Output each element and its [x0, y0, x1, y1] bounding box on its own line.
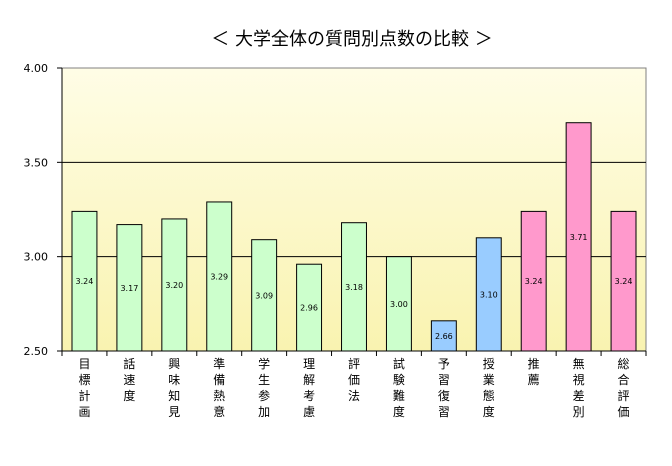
- data-label: 3.24: [615, 277, 633, 286]
- x-tick-label: 授業態度: [483, 356, 495, 419]
- chart-title: ＜ 大学全体の質問別点数の比較 ＞: [211, 29, 492, 50]
- x-tick-label: 準備熱意: [213, 356, 225, 419]
- data-label: 3.10: [480, 290, 498, 299]
- x-tick-label: 試験難度: [393, 356, 405, 419]
- bar: [475, 237, 502, 352]
- data-label: 3.00: [390, 300, 408, 309]
- data-label: 3.29: [210, 272, 228, 281]
- x-tick-label: 目標計画: [78, 357, 90, 419]
- bar: [161, 218, 188, 352]
- x-tick-label: 学生参加: [258, 356, 270, 419]
- x-tick-label: 総合評価: [618, 357, 630, 419]
- bar: [520, 210, 547, 352]
- bar: [206, 201, 233, 352]
- x-tick-label: 興味知見: [168, 357, 180, 419]
- x-tick-label: 理解考慮: [303, 357, 315, 419]
- data-label: 2.96: [300, 304, 318, 313]
- bar: [296, 263, 323, 352]
- y-tick-label: 2.50: [24, 345, 49, 358]
- data-label: 3.17: [120, 284, 138, 293]
- data-label: 3.24: [525, 277, 543, 286]
- bar: [565, 122, 592, 352]
- axes: [57, 67, 647, 356]
- data-label: 3.20: [165, 281, 183, 290]
- data-label: 3.71: [570, 233, 588, 242]
- x-tick-label: 評価法: [348, 356, 360, 403]
- labels: 2.50 3.00 3.50 4.00 3.24 目標計画 3.17 話速度 3.20 興味知見 3…: [24, 62, 633, 419]
- x-tick-label: 予習復習: [438, 357, 450, 419]
- data-label: 3.09: [255, 291, 273, 300]
- bars: [71, 122, 637, 352]
- data-label: 3.24: [76, 277, 94, 286]
- bar: [71, 210, 98, 352]
- data-label: 3.18: [345, 283, 363, 292]
- x-tick-label: 無視差別: [573, 356, 585, 419]
- bar: [116, 224, 143, 352]
- y-tick-label: 4.00: [24, 62, 49, 75]
- x-tick-label: 推薦: [528, 357, 540, 387]
- y-tick-label: 3.50: [24, 156, 49, 169]
- y-tick-label: 3.00: [24, 251, 49, 264]
- bar: [610, 210, 637, 352]
- x-tick-label: 話速度: [123, 356, 135, 403]
- bar: [251, 239, 278, 352]
- data-label: 2.66: [435, 332, 453, 341]
